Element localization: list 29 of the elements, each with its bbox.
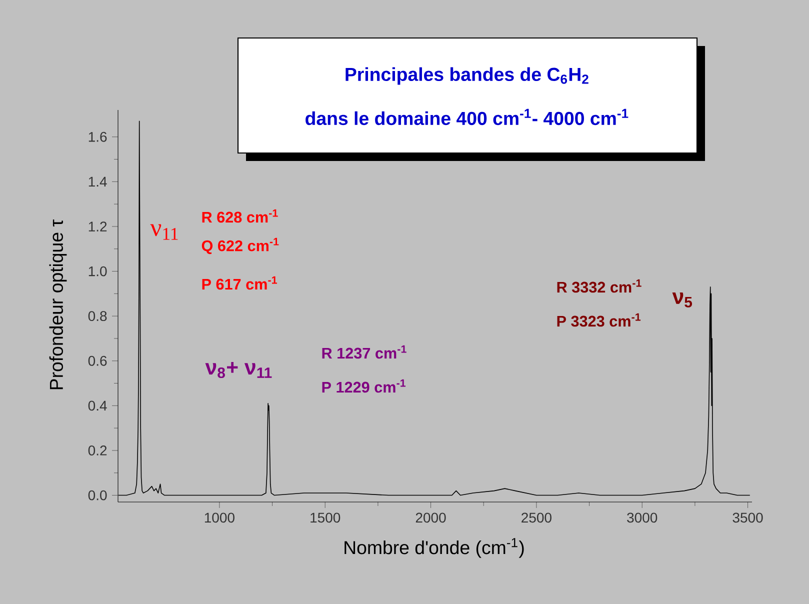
y-tick-label: 0.4 — [88, 400, 107, 411]
x-tick-label: 3500 — [732, 512, 763, 523]
x-tick-label: 3000 — [627, 512, 658, 523]
y-tick-label: 0.2 — [88, 446, 107, 456]
annotation: R 628 cm$^{-1}$ — [202, 209, 278, 223]
chart-title: Principales bandes de C$_{6}$H$_{2}$ — [346, 67, 588, 85]
y-tick-label: 1.2 — [88, 222, 107, 232]
y-tick-label: 0.8 — [88, 311, 107, 322]
annotation: ν$_{8}$+ ν$_{11}$ — [205, 362, 272, 378]
chart-subtitle: dans le domaine 400 cm$^{-1}$- 4000 cm$^{-1}$ — [306, 108, 628, 126]
x-axis-title: Nombre d'onde (cm$^{-1}$) — [344, 538, 524, 558]
annotation: Q 622 cm$^{-1}$ — [202, 238, 279, 254]
y-tick-label: 1.0 — [88, 266, 107, 276]
annotation: P 617 cm$^{-1}$ — [202, 276, 278, 290]
y-tick-label: 0.6 — [88, 356, 107, 366]
annotation: P 3323 cm$^{-1}$ — [557, 313, 641, 327]
annotation: R 3332 cm$^{-1}$ — [557, 279, 642, 293]
x-tick-label: 2000 — [416, 512, 446, 523]
y-axis-title: Profondeur optique τ — [49, 220, 67, 390]
annotation: ν$_{5}$ — [672, 292, 692, 308]
annotation: R 1237 cm$^{-1}$ — [322, 345, 406, 359]
y-tick-label: 1.4 — [88, 176, 107, 186]
x-tick-label: 1500 — [310, 512, 340, 523]
y-tick-label: 0.0 — [88, 490, 107, 500]
annotation: P 1229 cm$^{-1}$ — [322, 379, 406, 393]
x-tick-label: 1000 — [204, 512, 234, 523]
y-tick-label: 1.6 — [88, 132, 107, 142]
x-tick-label: 2500 — [522, 512, 552, 523]
annotation: ν$_{11}$ — [150, 224, 178, 240]
